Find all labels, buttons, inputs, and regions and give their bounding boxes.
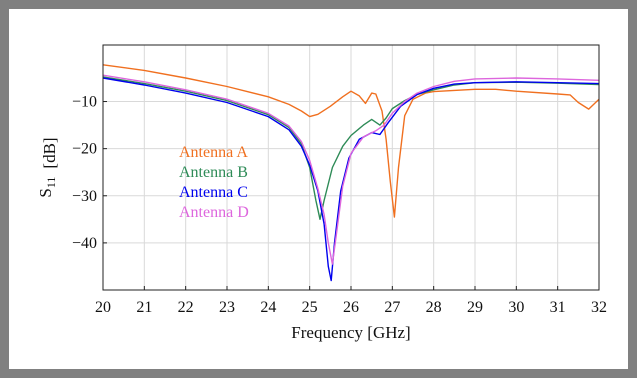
y-tick-label: −30 [72,188,97,205]
series-layer [102,64,600,282]
legend-entry: Antenna A [179,144,248,161]
y-tick-label: −40 [72,235,97,252]
y-axis-label: S11 [dB] [36,137,59,197]
y-tick-label: −20 [72,141,97,158]
x-tick-label: 24 [260,299,276,316]
series-line-antenna-d [102,74,600,265]
svg-text:S11[dB]: S11 [dB] [36,137,59,197]
legend-entry: Antenna C [179,184,248,201]
x-tick-label: 31 [550,299,566,316]
s11-line-chart: 20 21 22 23 24 25 26 27 28 29 30 31 32 −10 −20 −30 −40 A… [36,44,607,342]
y-axis-label-subscript: 11 [44,177,58,189]
x-tick-label: 26 [343,299,359,316]
axis-ticks: 20 21 22 23 24 25 26 27 28 29 30 31 32 −10 −20 −30 −40 [72,94,607,316]
y-tick-label: −10 [72,94,97,111]
x-tick-label: 30 [508,299,524,316]
y-axis-label-main: S [36,188,55,197]
x-tick-label: 27 [384,299,400,316]
series-line-antenna-b [102,76,600,220]
x-tick-label: 28 [426,299,442,316]
x-tick-label: 20 [95,299,111,316]
y-axis-label-unit: [dB] [40,137,59,168]
x-tick-label: 25 [302,299,318,316]
x-tick-label: 22 [178,299,194,316]
x-tick-label: 32 [591,299,607,316]
x-tick-label: 23 [219,299,235,316]
series-line-antenna-a [102,64,600,218]
legend-entry: Antenna D [179,204,249,221]
x-tick-label: 21 [136,299,152,316]
x-axis-label: Frequency [GHz] [291,323,410,342]
series-line-antenna-c [102,77,600,282]
x-tick-label: 29 [467,299,483,316]
legend-entry: Antenna B [179,164,248,181]
legend: Antenna A Antenna B Antenna C Antenna D [179,144,249,221]
